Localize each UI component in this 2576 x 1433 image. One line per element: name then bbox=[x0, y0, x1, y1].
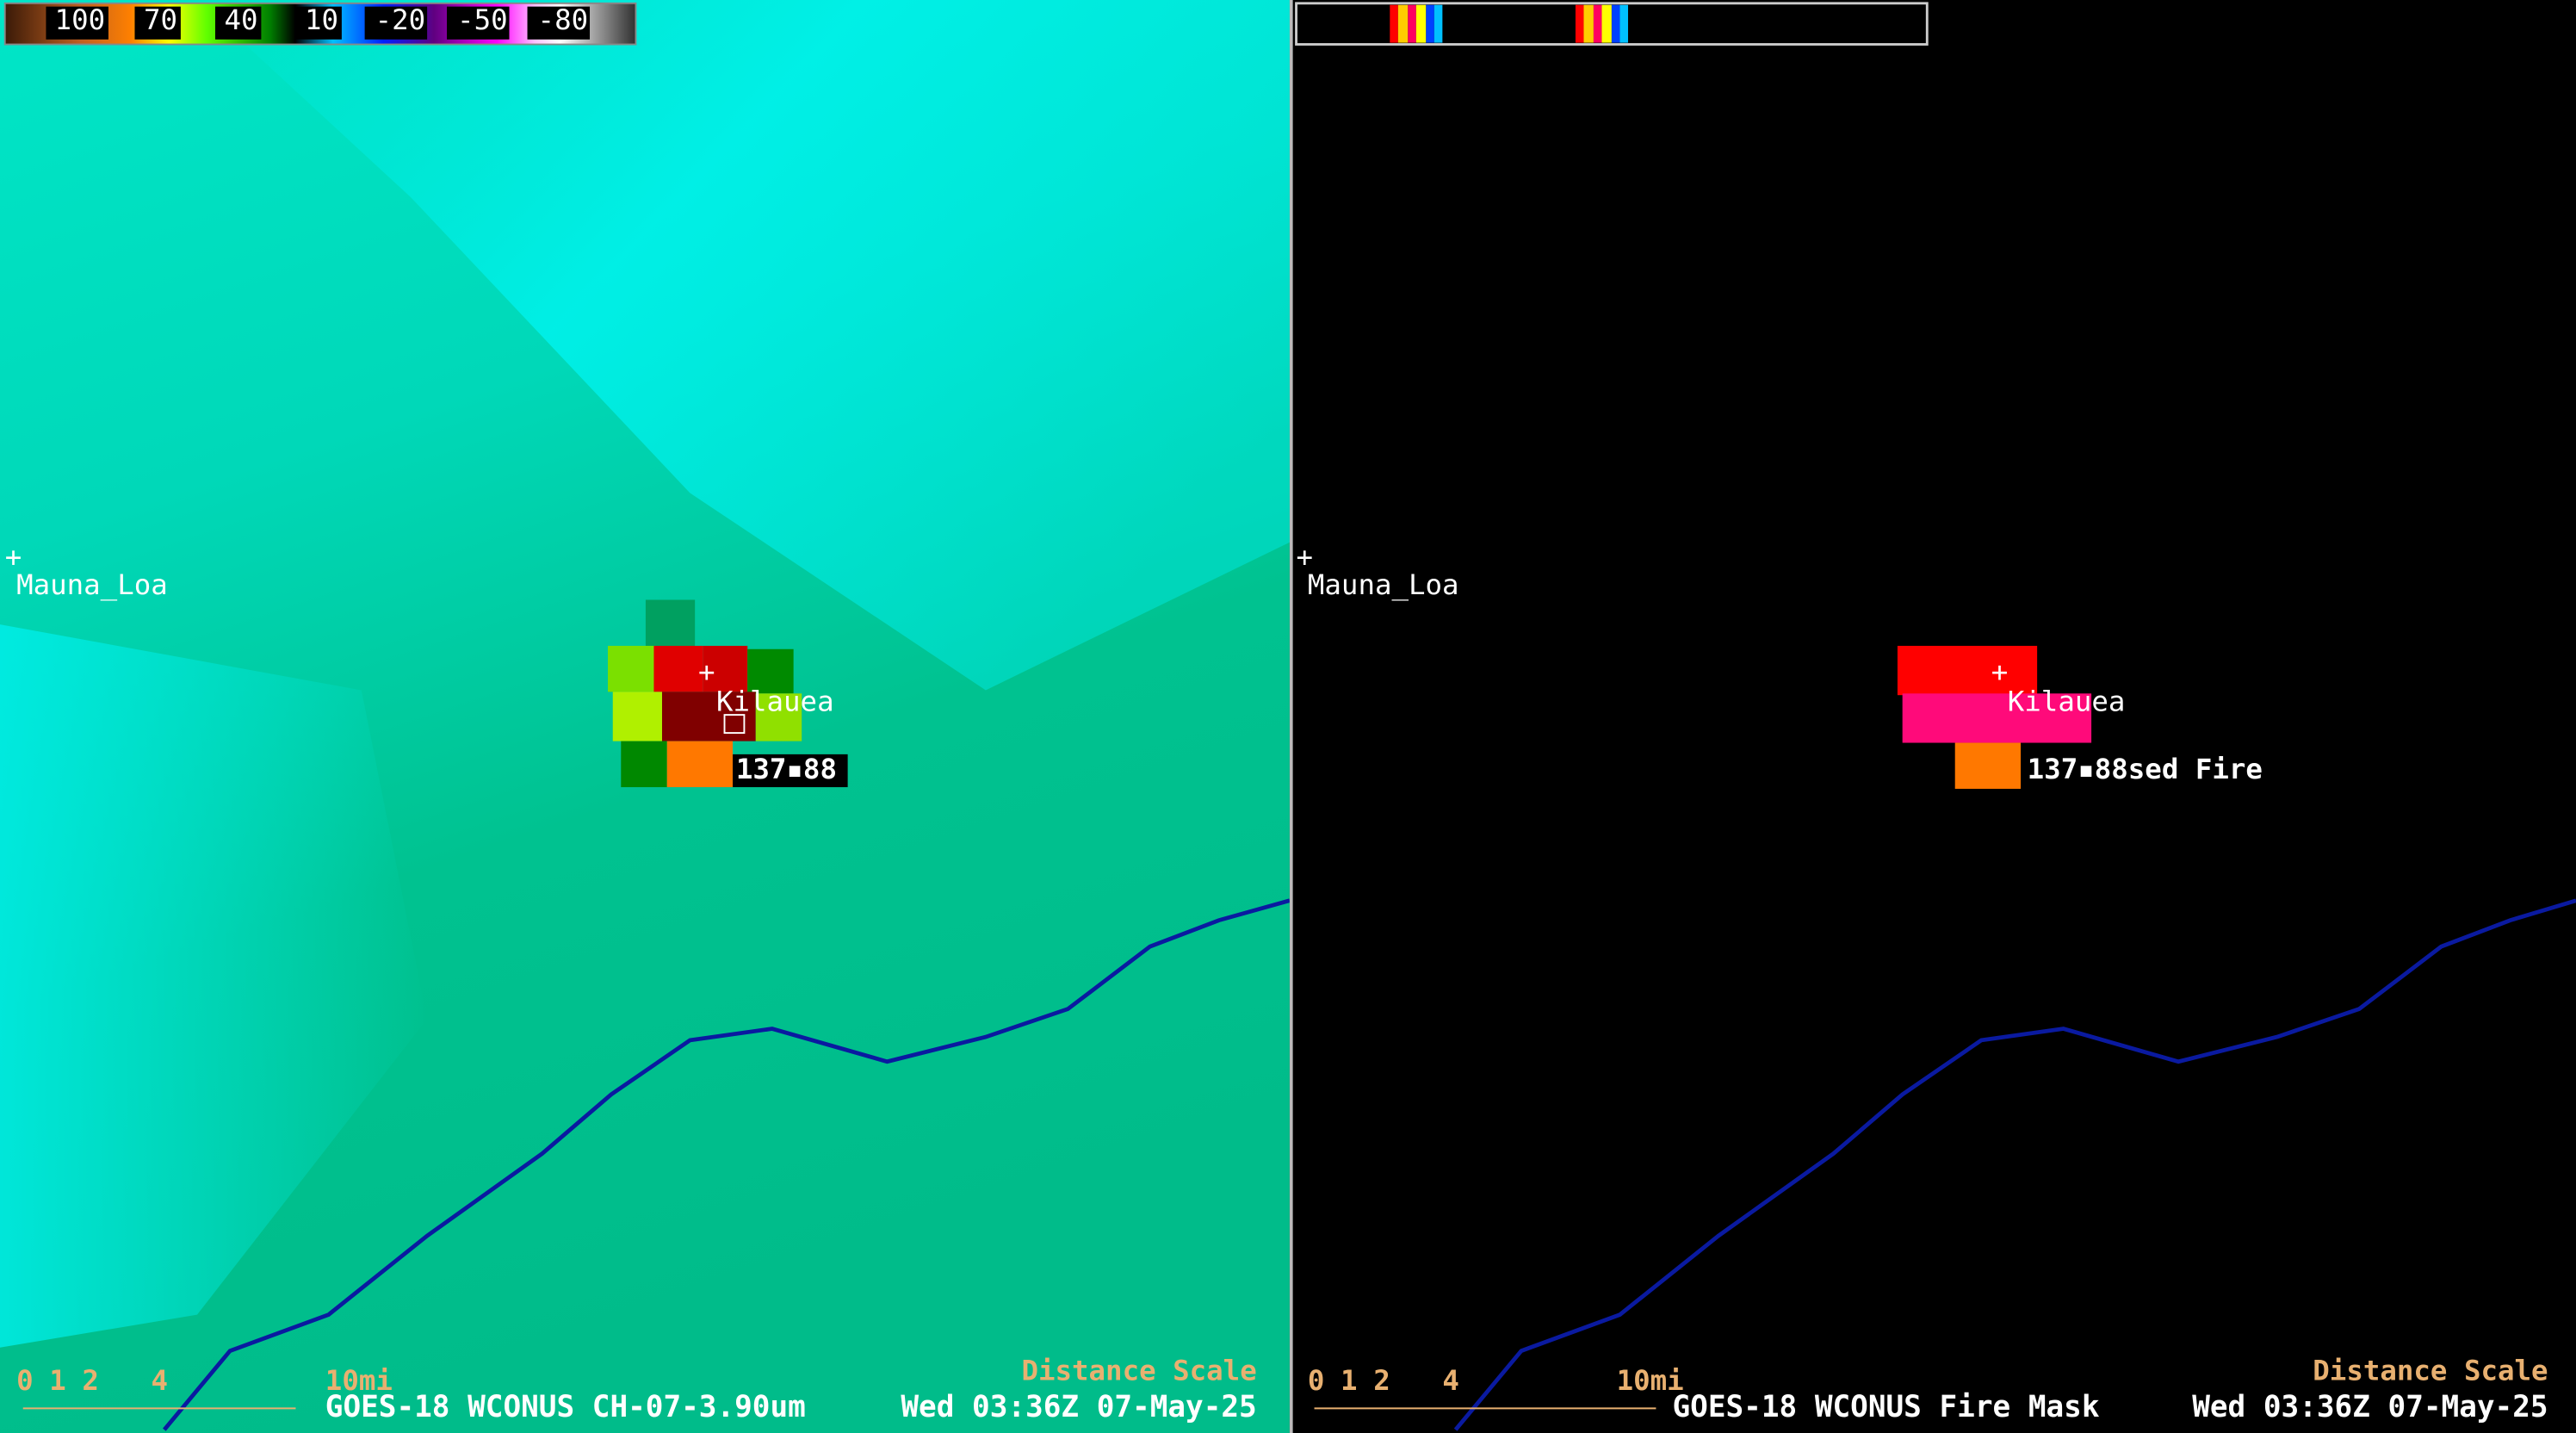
scale-title: Distance Scale bbox=[1021, 1354, 1256, 1386]
left-panel bbox=[0, 0, 1291, 1433]
pixel bbox=[612, 692, 662, 741]
pixel bbox=[608, 645, 656, 692]
pixel bbox=[645, 599, 696, 649]
colorbar-labels: 100 70 40 10 -20 -50 -80 bbox=[46, 3, 591, 40]
pixel bbox=[755, 693, 802, 741]
pixel bbox=[1954, 742, 2022, 789]
marker: + bbox=[5, 541, 22, 574]
scale-label: 4 bbox=[1442, 1364, 1459, 1397]
scale-title: Distance Scale bbox=[2313, 1354, 2548, 1386]
scale-label: 0 bbox=[16, 1364, 34, 1397]
colorbar-label: -20 bbox=[375, 3, 426, 36]
product-label: GOES-18 WCONUS CH-07-3.90um bbox=[325, 1390, 806, 1424]
colorbar-label: 10 bbox=[305, 3, 338, 36]
pixel bbox=[666, 741, 734, 788]
pixel bbox=[1902, 693, 2092, 743]
coastline bbox=[1453, 898, 2576, 1431]
pixel bbox=[747, 648, 794, 694]
place-label: Mauna_Loa bbox=[16, 568, 168, 601]
scale-label: 2 bbox=[1373, 1364, 1390, 1397]
marker: + bbox=[1297, 541, 1314, 574]
colorbar-label: -50 bbox=[457, 3, 508, 36]
time-label: Wed 03:36Z 07-May-25 bbox=[2192, 1390, 2548, 1424]
scale-label: 10mi bbox=[325, 1364, 393, 1397]
colorbar-label: 100 bbox=[55, 3, 106, 36]
pixel bbox=[1897, 645, 2038, 696]
fire-label: 137▪88 bbox=[736, 753, 837, 785]
colorbar-label: 70 bbox=[144, 3, 177, 36]
colorbar-label: -80 bbox=[538, 3, 589, 36]
colorbar-stripes bbox=[1390, 4, 1628, 43]
marker: + bbox=[1991, 655, 2009, 688]
scale-label: 1 bbox=[1341, 1364, 1358, 1397]
imagery bbox=[196, 0, 1290, 691]
marker bbox=[723, 714, 746, 735]
pixel bbox=[653, 645, 703, 692]
scale-label: 2 bbox=[82, 1364, 99, 1397]
scale-label: 4 bbox=[152, 1364, 169, 1397]
place-label: Mauna_Loa bbox=[1308, 568, 1459, 601]
scale-label: 10mi bbox=[1617, 1364, 1684, 1397]
imagery bbox=[0, 624, 428, 1348]
place-label: Kilauea bbox=[2008, 685, 2126, 718]
place-label: Kilauea bbox=[716, 685, 834, 718]
coastline bbox=[162, 898, 1291, 1431]
scale-label: 0 bbox=[1308, 1364, 1325, 1397]
colorbar-label: 40 bbox=[225, 3, 258, 36]
label-bg bbox=[733, 754, 848, 788]
right-panel bbox=[1292, 0, 2576, 1433]
pixel bbox=[703, 645, 748, 692]
marker: + bbox=[698, 655, 715, 688]
fire-label: 137▪88sed Fire bbox=[2028, 753, 2263, 785]
pixel bbox=[621, 741, 667, 788]
scale-label: 1 bbox=[49, 1364, 66, 1397]
product-label: GOES-18 WCONUS Fire Mask bbox=[1673, 1390, 2100, 1424]
time-label: Wed 03:36Z 07-May-25 bbox=[901, 1390, 1256, 1424]
